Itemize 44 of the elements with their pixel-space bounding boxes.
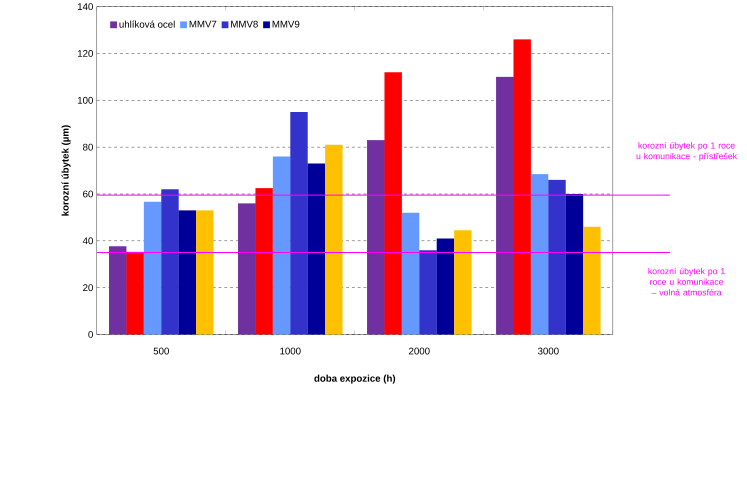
ref-line-label: korozní úbytek po 1 roce u komunikace - přístřešek [636, 142, 738, 161]
x-tick-label: 2000 [409, 347, 430, 354]
y-axis-title: korozní úbytek (µm) [61, 125, 71, 216]
bar [530, 174, 548, 334]
legend-label: MMV8 [231, 20, 258, 28]
ref-line-label: korozní úbytek po 1 roce u komunikace – volná atmosféra [648, 268, 725, 296]
bar [566, 194, 584, 334]
bar [144, 201, 162, 334]
bar [290, 112, 308, 334]
bar [367, 140, 384, 334]
bar [384, 72, 402, 334]
legend-label: MMV7 [190, 20, 216, 28]
bar [583, 226, 601, 334]
bar [109, 246, 126, 334]
bar [513, 39, 531, 334]
bar [402, 212, 420, 334]
bar [178, 210, 196, 334]
bar [496, 76, 514, 334]
y-tick-label: 100 [78, 96, 93, 104]
bar [308, 163, 326, 334]
x-axis-title: doba expozice (h) [314, 374, 396, 384]
x-tick-label: 1000 [280, 347, 301, 354]
y-tick-label: 40 [82, 237, 93, 244]
legend-label: MMV9 [272, 20, 300, 28]
bar [272, 156, 290, 334]
bar [126, 252, 144, 334]
bar [255, 188, 273, 334]
bar [238, 203, 256, 334]
bar [325, 144, 343, 334]
bar [196, 210, 214, 334]
bar [419, 250, 437, 334]
x-tick-label: 500 [154, 347, 169, 354]
y-tick-label: 20 [83, 284, 93, 291]
legend-label: uhlíková ocel [120, 20, 175, 28]
y-tick-label: 0 [88, 330, 93, 338]
x-tick-label: 3000 [538, 347, 559, 354]
y-tick-label: 60 [83, 190, 93, 198]
y-tick-label: 80 [83, 144, 93, 150]
bar [454, 230, 472, 334]
bar [548, 180, 566, 334]
y-tick-label: 120 [78, 50, 93, 57]
bar [161, 189, 179, 334]
bar [436, 238, 454, 334]
y-tick-label: 140 [78, 2, 93, 10]
